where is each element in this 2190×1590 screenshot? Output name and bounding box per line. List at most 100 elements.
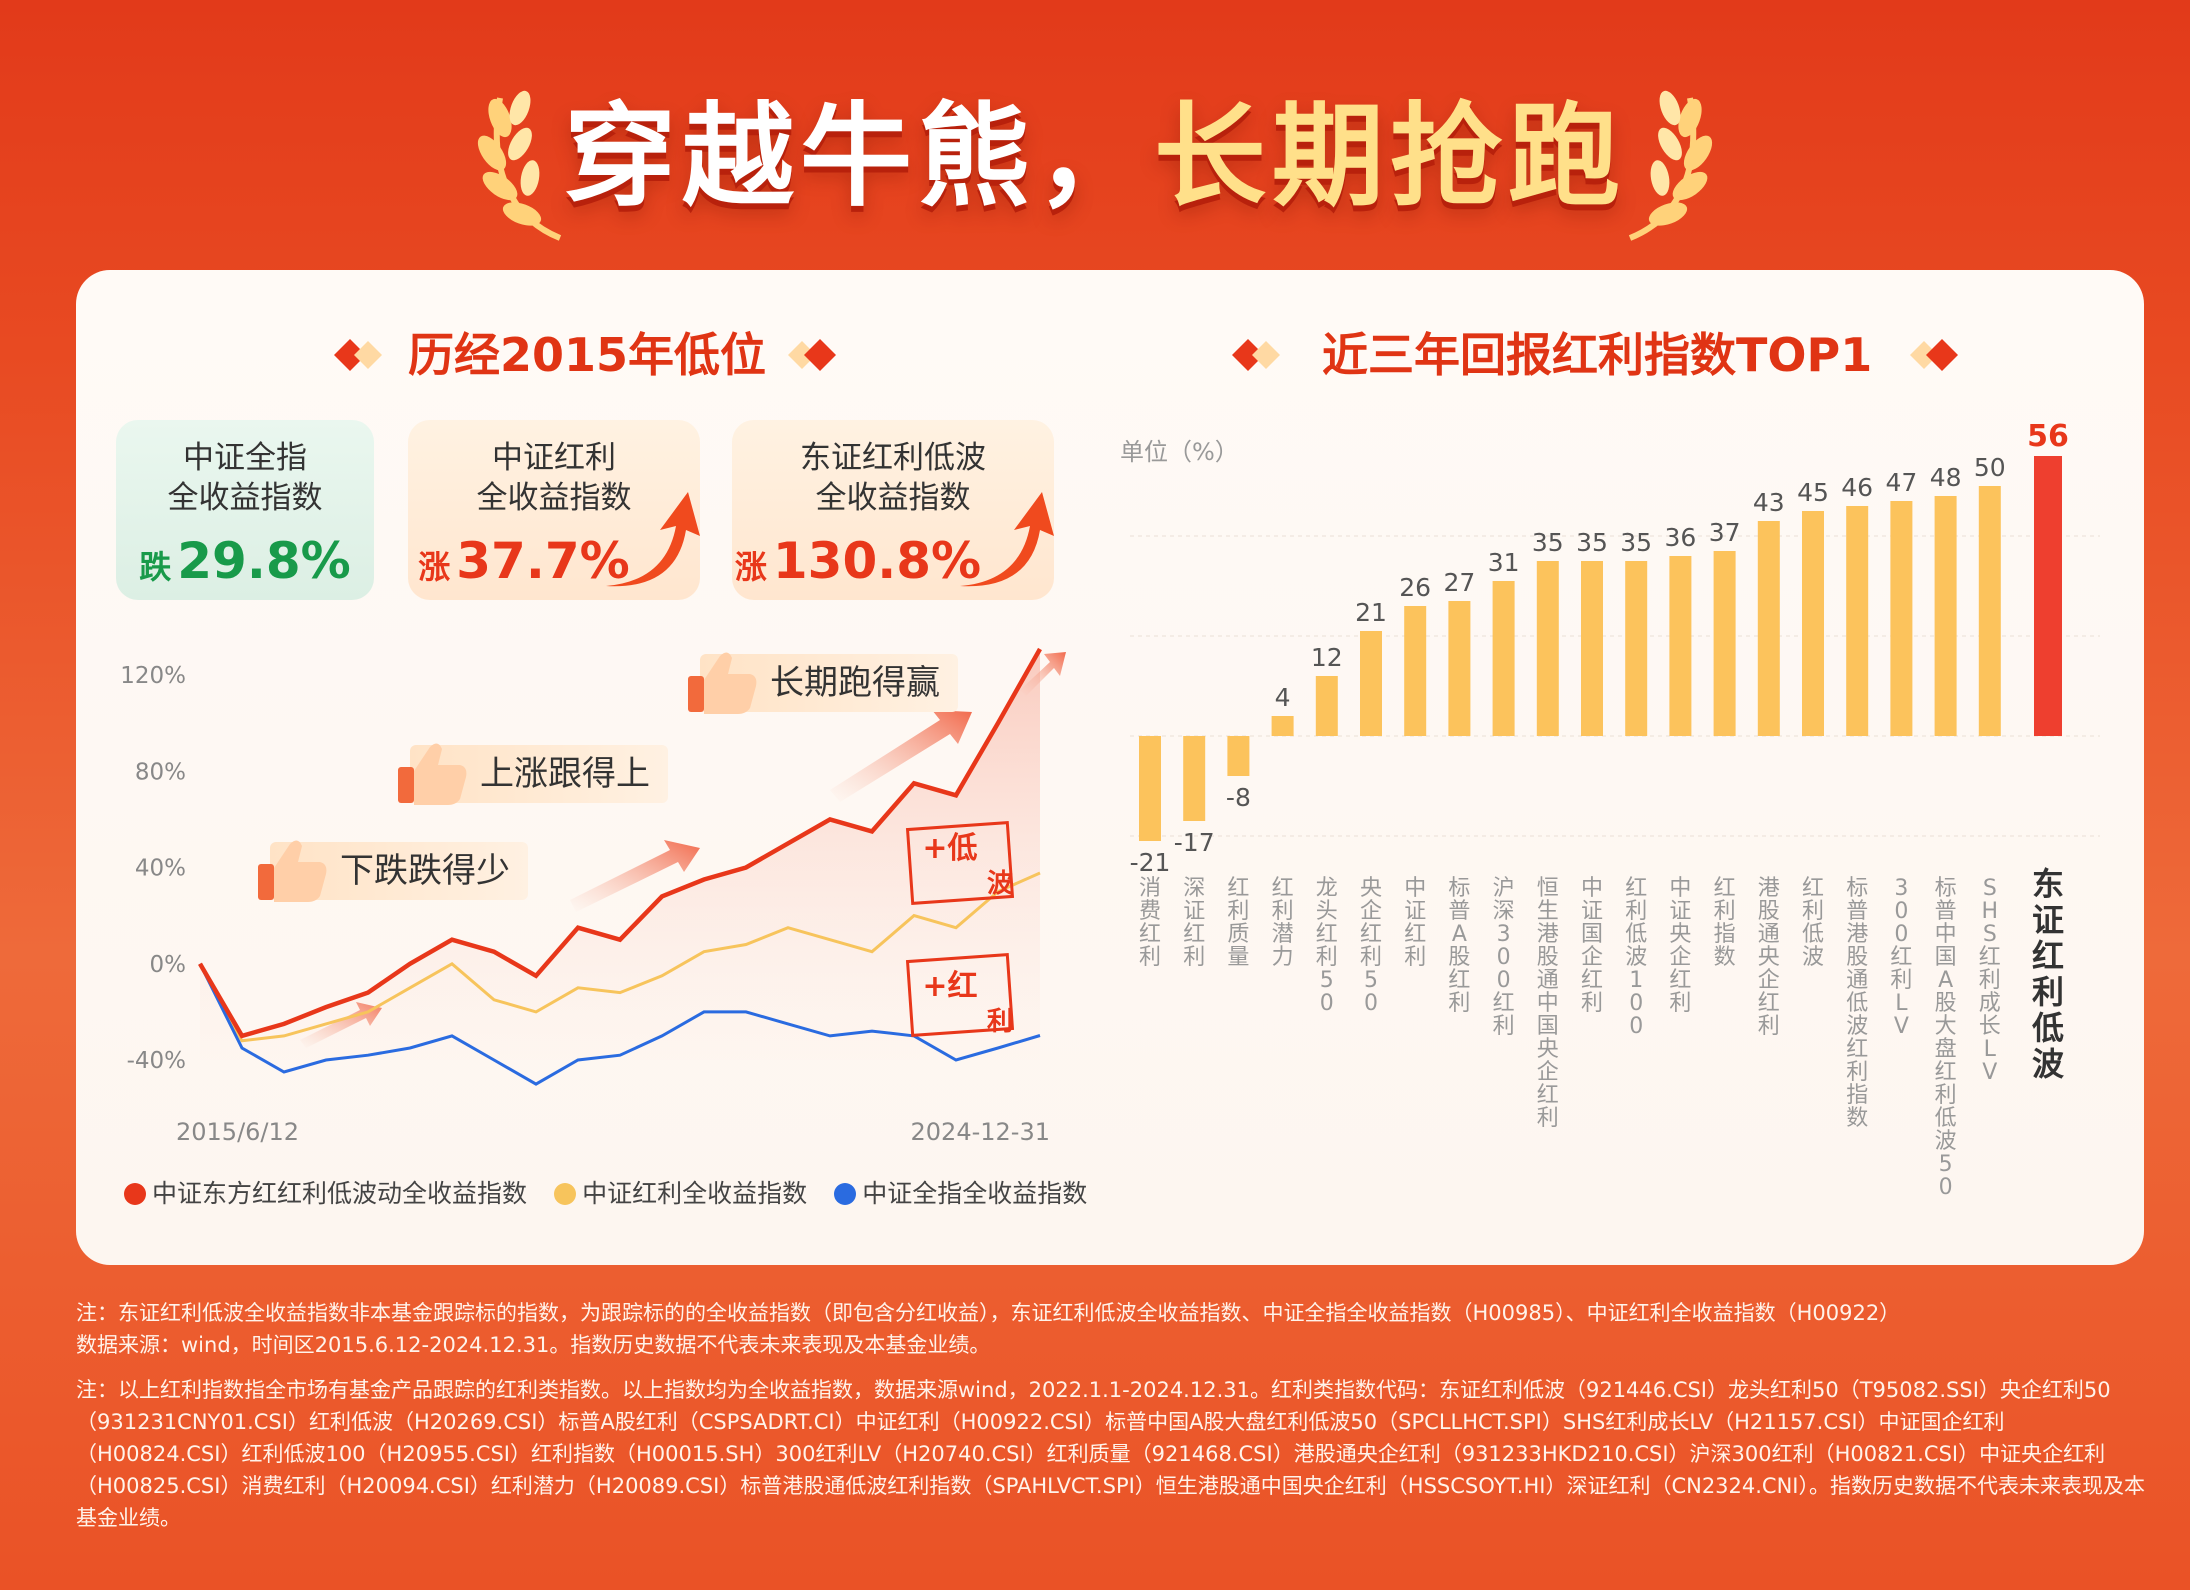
category-label: 标普 A 股红利 xyxy=(1448,876,1470,1016)
title-part-2: 长期抢跑 xyxy=(1154,92,1626,222)
footnote-line: 注：以上红利指数指全市场有基金产品跟踪的红利类指数。以上指数均为全收益指数，数据… xyxy=(76,1378,2145,1530)
bar-value-label: 12 xyxy=(1311,643,1343,672)
thumbs-up-icon xyxy=(258,840,327,902)
card-name-line2: 全收益指数 xyxy=(815,480,971,516)
bar-value-label: 35 xyxy=(1620,528,1652,557)
page-title: 穿越牛熊，长期抢跑 xyxy=(0,82,2190,232)
category-label: 红利潜力 xyxy=(1272,876,1294,970)
category-label: 红利质量 xyxy=(1227,876,1249,970)
x-start-label: 2015/6/12 xyxy=(176,1118,299,1146)
bubble-text: 长期跑得赢 xyxy=(770,663,940,703)
bar-value-label: 31 xyxy=(1488,548,1520,577)
bar xyxy=(1404,606,1427,736)
bar xyxy=(1713,551,1736,736)
bubble-text: 上涨跟得上 xyxy=(480,754,650,794)
diamond-right-icon xyxy=(788,339,836,371)
laurel-left-icon xyxy=(477,90,562,241)
category-label: 中证央企红利 xyxy=(1669,876,1691,1016)
bar xyxy=(1227,736,1250,776)
unit-label: 单位（%） xyxy=(1120,438,1239,466)
right-section-title: 近三年回报红利指数TOP1 xyxy=(1322,328,1873,382)
card-direction: 跌 xyxy=(139,548,172,586)
category-label: 深证红利 xyxy=(1183,876,1205,970)
card-direction: 涨 xyxy=(418,548,451,586)
bar-value-label: 21 xyxy=(1355,598,1387,627)
footnote-2: 注：以上红利指数指全市场有基金产品跟踪的红利类指数。以上指数均为全收益指数，数据… xyxy=(76,1374,2156,1534)
bar xyxy=(1271,716,1294,736)
card-name-line1: 中证红利 xyxy=(492,440,616,476)
bar-value-label: 36 xyxy=(1664,523,1696,552)
bar-value-label: -21 xyxy=(1130,848,1171,877)
trend-arrow-icon xyxy=(830,710,972,802)
left-section-title: 历经2015年低位 xyxy=(408,328,767,382)
bar xyxy=(1625,561,1648,736)
y-tick-label: 80% xyxy=(135,759,186,785)
y-tick-label: 0% xyxy=(150,952,187,978)
x-end-label: 2024-12-31 xyxy=(911,1118,1050,1146)
stat-card-csi-all: 中证全指 全收益指数 跌 29.8% xyxy=(116,420,374,600)
bar-value-label: 43 xyxy=(1753,488,1785,517)
bubble-text: 下跌跌得少 xyxy=(340,851,510,891)
series-line-csi-dividend xyxy=(198,871,1041,1043)
legend-item: 中证红利全收益指数 xyxy=(554,1176,807,1212)
bar xyxy=(1492,581,1515,736)
stamp-low-vol: +低 波 xyxy=(905,821,1015,905)
bar xyxy=(1581,561,1603,736)
card-direction: 涨 xyxy=(734,548,767,586)
bar-value-label: 46 xyxy=(1841,473,1873,502)
bar-value-label: 35 xyxy=(1532,528,1564,557)
bar xyxy=(2034,456,2062,736)
line-chart: 120% 80% 40% 0% -40% 2015/6/12 2024-12-31 +低… xyxy=(120,647,1066,1146)
bar-value-label: 56 xyxy=(2027,420,2069,454)
category-label: 中证国企红利 xyxy=(1581,876,1603,1016)
card-name-line2: 全收益指数 xyxy=(476,480,632,516)
bar xyxy=(1315,676,1338,736)
legend-label: 中证东方红红利低波动全收益指数 xyxy=(152,1179,528,1208)
stamp-dividend: +红 利 xyxy=(905,953,1015,1037)
stamp-text: +低 xyxy=(922,831,977,866)
bar xyxy=(1183,736,1206,821)
card-value: 130.8% xyxy=(772,532,982,590)
trend-arrow-icon xyxy=(570,840,700,912)
bar-value-label: 27 xyxy=(1443,568,1475,597)
series-line-csi-all xyxy=(198,963,1041,1086)
category-label: 央企红利 5 0 xyxy=(1360,876,1382,1016)
bar xyxy=(1802,511,1824,736)
category-label: 3 0 0 红利 L V xyxy=(1890,876,1912,1039)
footnote-line: 数据来源：wind，时间区2015.6.12-2024.12.31。指数历史数据… xyxy=(76,1333,991,1357)
category-label: 东证红利低波 xyxy=(2032,865,2064,1083)
card-value: 37.7% xyxy=(456,532,630,590)
legend-dot-blue xyxy=(834,1183,857,1205)
bar-value-label: 45 xyxy=(1797,478,1829,507)
category-label: 消费红利 xyxy=(1139,876,1161,970)
annotation-bubble-1: 下跌跌得少 xyxy=(258,840,528,902)
category-label: 标普港股通低波红利指数 xyxy=(1846,876,1868,1131)
legend-item: 中证全指全收益指数 xyxy=(834,1176,1087,1212)
series-line-dz-dividend-lowvol xyxy=(198,647,1042,1039)
category-label: 标普中国 A 股大盘红利低波 5 0 xyxy=(1935,876,1957,1200)
bar xyxy=(1536,561,1559,736)
bar-value-label: 47 xyxy=(1885,468,1917,497)
legend-label: 中证红利全收益指数 xyxy=(582,1179,808,1208)
card-name-line1: 东证红利低波 xyxy=(800,440,986,476)
category-label: 沪深 3 0 0 红利 xyxy=(1493,876,1515,1039)
footnote-line: 注：东证红利低波全收益指数非本基金跟踪标的指数，为跟踪标的的全收益指数（即包含分… xyxy=(76,1301,1901,1325)
legend-dot-red xyxy=(124,1183,146,1205)
red-series-area xyxy=(200,649,1040,1060)
diamond-left-icon xyxy=(1232,339,1280,371)
bar xyxy=(1669,556,1692,736)
legend-label: 中证全指全收益指数 xyxy=(862,1179,1088,1208)
bar-value-label: 48 xyxy=(1930,463,1962,492)
annotation-bubble-2: 上涨跟得上 xyxy=(398,743,668,805)
footnote-1: 注：东证红利低波全收益指数非本基金跟踪标的指数，为跟踪标的的全收益指数（即包含分… xyxy=(76,1297,2156,1361)
stat-card-csi-dividend: 中证红利 全收益指数 涨 37.7% xyxy=(408,420,700,600)
category-label: 恒生港股通中国央企红利 xyxy=(1537,876,1559,1131)
diamond-left-icon xyxy=(334,339,382,371)
annotation-bubble-3: 长期跑得赢 xyxy=(688,652,958,714)
bar xyxy=(1934,496,1957,736)
bar xyxy=(1139,736,1161,841)
bar-value-label: 37 xyxy=(1709,518,1741,547)
bar xyxy=(1890,501,1913,736)
up-arrow-icon xyxy=(606,492,700,587)
